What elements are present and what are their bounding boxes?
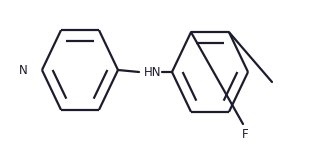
Text: N: N bbox=[19, 63, 28, 76]
Text: F: F bbox=[242, 128, 248, 141]
Text: HN: HN bbox=[144, 66, 162, 78]
